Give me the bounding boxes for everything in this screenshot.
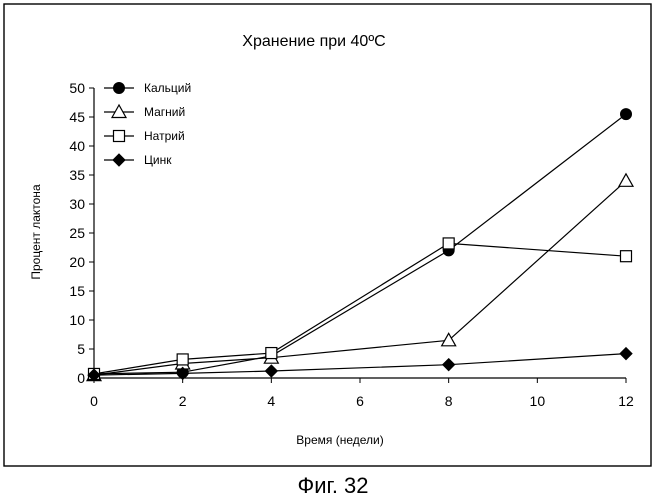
series-line (94, 243, 626, 374)
series-4 (88, 348, 632, 381)
series-1 (89, 109, 632, 380)
series-2 (87, 174, 633, 381)
legend-item: Магний (104, 105, 185, 119)
data-point (177, 354, 188, 365)
x-tick-label: 4 (267, 393, 275, 409)
legend-marker (113, 154, 125, 166)
x-tick-label: 2 (179, 393, 187, 409)
legend-label: Кальций (144, 81, 191, 95)
data-point (265, 365, 277, 377)
y-tick-label: 15 (69, 283, 85, 299)
series-line (94, 114, 626, 374)
y-tick-label: 40 (69, 138, 85, 154)
data-point (621, 109, 632, 120)
legend-item: Цинк (104, 153, 172, 167)
y-tick-label: 5 (77, 341, 85, 357)
y-tick-label: 0 (77, 370, 85, 386)
data-point (443, 359, 455, 371)
data-point (266, 348, 277, 359)
y-tick-label: 45 (69, 109, 85, 125)
series-line (94, 181, 626, 375)
x-axis-label: Время (недели) (296, 433, 383, 447)
x-tick-label: 8 (445, 393, 453, 409)
x-tick-label: 0 (90, 393, 98, 409)
chart-frame (4, 4, 651, 466)
y-tick-label: 35 (69, 167, 85, 183)
legend-item: Кальций (104, 81, 191, 95)
y-tick-label: 25 (69, 225, 85, 241)
legend-label: Цинк (144, 153, 172, 167)
x-tick-label: 6 (356, 393, 364, 409)
figure-caption: Фиг. 32 (297, 473, 368, 498)
legend-label: Натрий (144, 129, 185, 143)
data-point (620, 348, 632, 360)
legend-item: Натрий (104, 129, 185, 143)
legend-marker (114, 83, 125, 94)
y-tick-label: 30 (69, 196, 85, 212)
data-point (443, 238, 454, 249)
legend-label: Магний (144, 105, 185, 119)
series-layer (87, 109, 633, 382)
x-tick-label: 10 (530, 393, 546, 409)
data-point (619, 174, 633, 187)
chart-title: Хранение при 40ºC (242, 33, 385, 50)
x-tick-label: 12 (618, 393, 634, 409)
y-tick-label: 20 (69, 254, 85, 270)
y-tick-label: 50 (69, 80, 85, 96)
y-tick-label: 10 (69, 312, 85, 328)
legend-marker (112, 105, 126, 118)
legend-marker (114, 131, 125, 142)
data-point (621, 251, 632, 262)
legend: Кальций Магний Натрий Цинк (104, 81, 191, 167)
y-axis-label: Процент лактона (29, 184, 43, 280)
